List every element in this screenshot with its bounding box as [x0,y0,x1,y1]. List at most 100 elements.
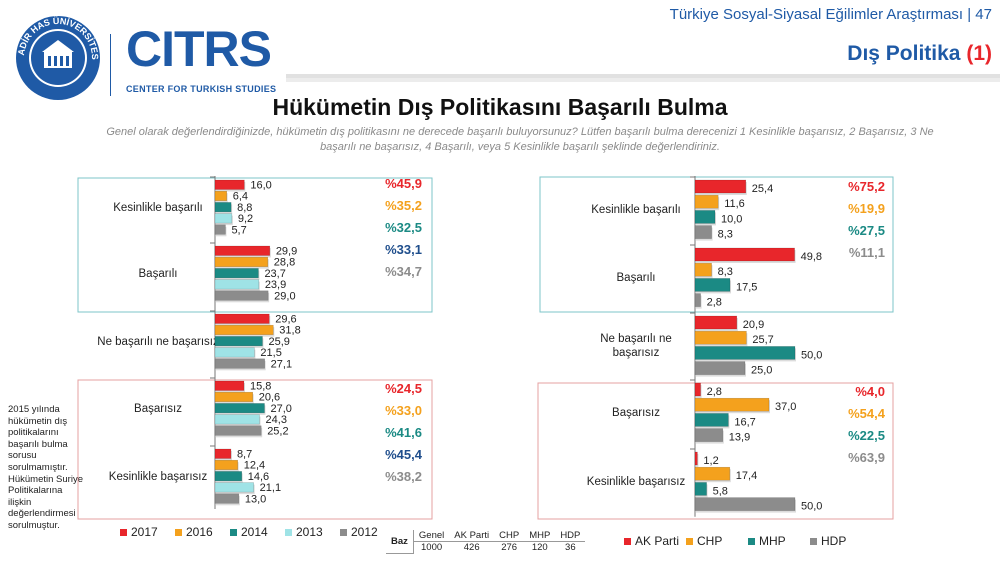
value-label-1-0-0: 25,4 [752,183,773,195]
total-unsuccessful-0-1: %33,0 [385,403,422,418]
base-value-0: 1000 [421,542,443,553]
bar-0-4-1 [214,459,238,470]
bar-0-1-0 [214,245,271,256]
bar-1-3-3 [694,428,724,442]
value-label-1-3-0: 2,8 [707,386,722,398]
value-label-0-3-2: 27,0 [271,403,292,415]
highlight-box-1-1 [537,382,894,520]
total-unsuccessful-0-0: %24,5 [385,381,422,396]
value-label-0-2-2: 25,9 [268,336,289,348]
base-header-3: MHP [524,530,556,542]
category-label-0-0: Kesinlikle başarılı [113,202,202,214]
seal-year: 1997 [52,47,63,53]
legend-swatch-0-2 [230,529,237,536]
category-label-0-1-text: Başarılı [138,268,178,280]
bar-0-1-3 [214,279,260,290]
value-label-0-2-1: 31,8 [279,325,300,337]
bar-0-0-1 [214,190,227,201]
total-successful-0-4: %34,7 [385,264,422,279]
total-unsuccessful-1-2: %22,5 [848,428,885,443]
category-label-1-0: Kesinlikle başarılı [591,204,680,216]
value-label-1-2-0: 20,9 [743,319,764,331]
bar-0-2-1 [214,324,274,335]
value-label-0-4-3: 21,1 [260,482,281,494]
value-label-1-4-2: 5,8 [713,485,728,497]
legend-swatch-1-0 [624,538,631,545]
bar-0-1-2 [214,268,259,279]
value-label-1-2-1: 25,7 [752,334,773,346]
base-table-label: Baz [386,530,414,554]
logo-divider [110,34,111,96]
value-label-1-3-1: 37,0 [775,401,796,413]
bar-1-4-3 [694,497,796,511]
value-label-1-4-0: 1,2 [703,455,718,467]
category-label-0-2-text: Ne başarılı ne başarısız [97,336,219,348]
bar-0-3-4 [214,425,262,436]
legend-swatch-0-0 [120,529,127,536]
category-label-0-3-text: Başarısız [134,403,182,415]
total-successful-1-3: %11,1 [849,245,885,260]
bar-1-0-3 [694,225,712,239]
value-label-0-2-0: 29,6 [275,314,296,326]
category-label-1-2-text: Ne başarılı ne başarısız [600,333,672,360]
bar-1-1-3 [694,293,701,307]
value-label-1-1-0: 49,8 [801,251,822,263]
category-label-1-3: Başarısız [612,407,660,419]
bar-1-1-2 [694,278,731,292]
university-seal-icon: KADİR HAS ÜNİVERSİTESİ 1997 [14,14,100,100]
total-successful-0-0: %45,9 [385,176,422,191]
bar-0-0-4 [214,224,226,235]
total-successful-0-3: %33,1 [385,242,422,257]
total-successful-0-1: %35,2 [385,198,422,213]
base-header-2: CHP [494,530,525,542]
legend-label-1-1: CHP [697,534,722,548]
bar-0-4-3 [214,482,254,493]
bar-1-0-2 [694,210,716,224]
total-unsuccessful-1-1: %54,4 [848,406,886,421]
legend-swatch-0-3 [285,529,292,536]
bar-0-2-0 [214,313,270,324]
value-label-1-3-2: 16,7 [734,416,755,428]
value-label-0-2-3: 21,5 [260,347,281,359]
legend-swatch-1-3 [810,538,817,545]
legend-label-1-3: HDP [821,534,846,548]
legend-label-0-3: 2013 [296,525,323,539]
value-label-1-4-1: 17,4 [736,470,757,482]
bar-1-0-0 [694,179,747,194]
value-label-0-1-0: 29,9 [276,246,297,258]
legend-label-1-0: AK Parti [635,534,679,548]
category-label-0-3: Başarısız [134,403,182,415]
category-label-1-4-text: Kesinlikle başarısız [586,476,686,489]
total-successful-0-2: %32,5 [385,220,422,235]
base-value-3: 120 [531,542,548,553]
bar-1-2-2 [694,346,796,360]
value-label-0-1-1: 28,8 [274,257,295,269]
base-header-1: AK Parti [449,530,495,542]
bar-1-4-1 [694,466,731,481]
value-label-0-4-2: 14,6 [248,471,269,483]
value-label-0-4-4: 13,0 [245,493,266,505]
value-label-0-3-4: 25,2 [267,425,288,437]
bar-0-0-0 [214,179,245,190]
bar-0-2-4 [214,358,265,369]
side-note: 2015 yılında hükümetin dış politikaların… [8,404,83,531]
bar-0-2-2 [214,336,263,347]
bar-1-1-1 [694,262,712,277]
bar-1-4-2 [694,482,707,496]
bar-0-4-0 [214,448,232,459]
bar-1-4-0 [694,451,698,466]
legend-label-0-1: 2016 [186,525,213,539]
value-label-1-0-1: 11,6 [724,198,745,210]
legend-label-0-4: 2012 [351,525,378,539]
bar-1-3-1 [694,397,770,412]
category-label-0-4-text: Kesinlikle başarısız [108,471,208,483]
value-label-1-1-2: 17,5 [736,281,757,293]
value-label-0-3-1: 20,6 [259,392,280,404]
category-label-0-1: Başarılı [138,268,178,280]
value-label-0-0-0: 16,0 [250,180,271,192]
bar-0-3-2 [214,403,265,414]
category-label-1-1-text: Başarılı [616,272,656,285]
highlight-box-0-0 [77,177,433,313]
value-label-0-0-4: 5,7 [231,224,246,236]
